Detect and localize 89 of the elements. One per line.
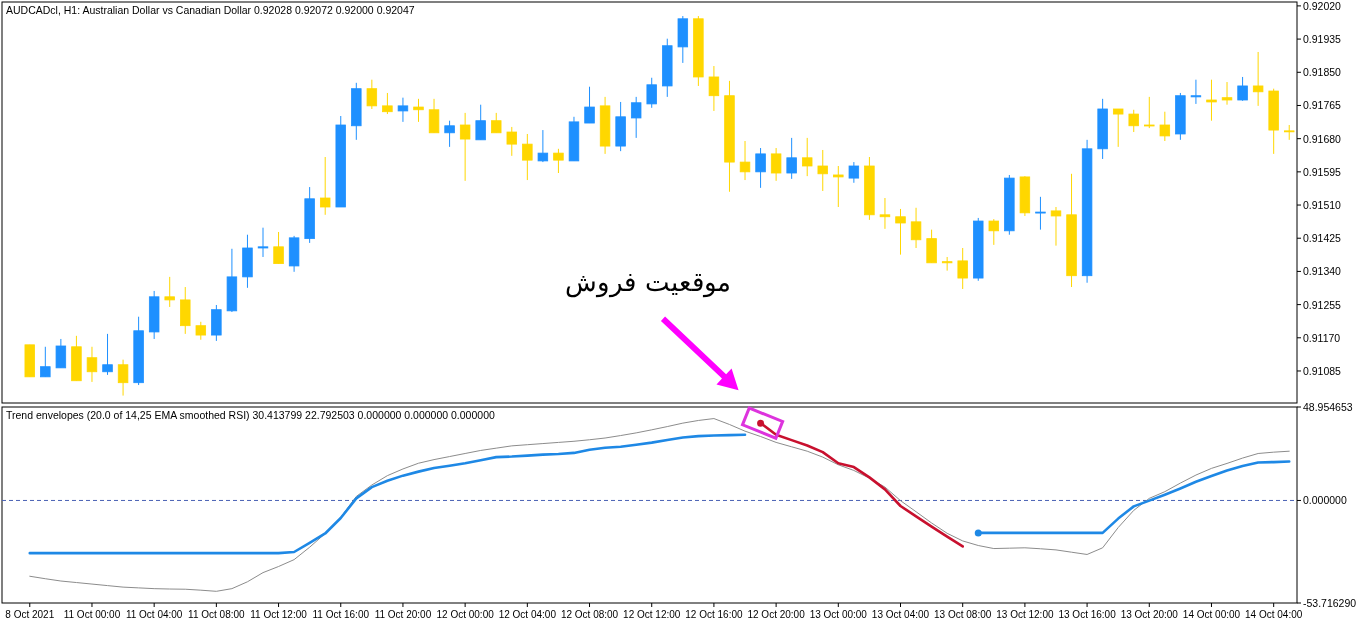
y-tick-label: 0.91935	[1303, 33, 1342, 46]
candlestick	[1128, 109, 1139, 133]
y-tick-label: 0.91425	[1303, 232, 1342, 245]
y-tick-label: 48.954653	[1303, 401, 1353, 413]
candlestick	[770, 147, 782, 182]
candlestick	[739, 140, 751, 181]
candlestick	[366, 79, 378, 110]
x-tick-label: 14 Oct 00:00	[1182, 609, 1241, 620]
candlestick	[257, 227, 269, 258]
y-tick-label: 0.91850	[1303, 66, 1342, 79]
x-tick-label: 13 Oct 20:00	[1120, 609, 1179, 620]
candlestick	[444, 120, 455, 148]
x-tick-label: 11 Oct 00:00	[63, 609, 121, 620]
x-tick-label: 13 Oct 08:00	[934, 609, 992, 620]
candlestick	[273, 231, 284, 265]
y-tick-label: 0.91170	[1303, 331, 1341, 344]
candlestick	[848, 161, 860, 184]
candlestick	[102, 333, 113, 376]
candlestick	[630, 96, 642, 139]
candlestick	[755, 147, 766, 189]
candlestick	[40, 346, 51, 378]
x-tick-label: 12 Oct 00:00	[436, 609, 495, 620]
candlestick	[1190, 79, 1202, 105]
x-tick-label: 11 Oct 08:00	[188, 609, 246, 620]
candlestick	[1252, 51, 1264, 107]
candlestick	[491, 112, 502, 134]
candlestick	[428, 98, 440, 134]
y-tick-label: 0.91085	[1303, 364, 1342, 377]
candlestick	[537, 129, 549, 163]
candlestick	[801, 137, 813, 177]
candlestick	[1237, 76, 1248, 102]
x-tick-label: 12 Oct 16:00	[685, 609, 743, 620]
y-tick-label: 0.91340	[1303, 265, 1342, 278]
annotation: موقعیت فروش	[565, 266, 731, 298]
y-tick-label: 0.91255	[1303, 298, 1342, 311]
candlestick	[879, 197, 891, 230]
candlestick	[910, 207, 922, 249]
candlestick	[833, 165, 844, 208]
candlestick	[895, 208, 906, 256]
candlestick	[988, 218, 1000, 246]
candlestick	[522, 133, 533, 181]
candlestick	[86, 346, 98, 383]
candlestick	[55, 338, 67, 369]
candlestick	[506, 126, 518, 157]
candlestick	[382, 92, 393, 115]
candlestick	[413, 98, 424, 123]
y-tick-label: 0.91680	[1303, 132, 1342, 145]
x-tick-label: 12 Oct 20:00	[747, 609, 806, 620]
y-tick-label: 0.000000	[1303, 494, 1347, 507]
y-tick-label: 0.91765	[1303, 99, 1342, 112]
candlestick	[553, 148, 564, 174]
x-tick-label: 8 Oct 2021	[5, 609, 55, 620]
candlestick	[475, 104, 486, 141]
candlestick	[1035, 196, 1046, 231]
x-tick-label: 13 Oct 16:00	[1058, 609, 1117, 620]
chart-title: Trend envelopes (20.0 of 14,25 EMA smoothed RSI) 30.413799 22.792503 0.000000 0.000000 0.000000	[6, 409, 495, 421]
x-tick-label: 12 Oct 12:00	[623, 609, 681, 620]
candlestick	[1144, 96, 1155, 129]
candlestick	[957, 247, 968, 290]
x-tick-label: 12 Oct 08:00	[560, 609, 619, 620]
y-tick-label: 0.91595	[1303, 165, 1342, 178]
x-tick-label: 11 Oct 04:00	[125, 609, 183, 620]
y-tick-label: 0.92020	[1303, 0, 1342, 12]
x-tick-label: 13 Oct 12:00	[996, 609, 1054, 620]
candlestick	[1050, 206, 1062, 247]
x-tick-label: 11 Oct 20:00	[374, 609, 432, 620]
candlestick	[708, 65, 720, 112]
candlestick	[459, 112, 471, 182]
candlestick	[1206, 79, 1217, 122]
candlestick	[646, 77, 657, 109]
candlestick	[817, 149, 828, 192]
candlestick	[1159, 111, 1171, 142]
candlestick	[117, 359, 129, 397]
candlestick	[397, 97, 409, 123]
x-tick-label: 12 Oct 04:00	[498, 609, 557, 620]
candlestick	[319, 156, 331, 216]
x-tick-label: 11 Oct 16:00	[312, 609, 370, 620]
x-tick-label: 13 Oct 04:00	[871, 609, 930, 620]
x-tick-label: 11 Oct 12:00	[250, 609, 308, 620]
candlestick	[584, 86, 595, 124]
candlestick	[1221, 81, 1233, 106]
candlestick	[1112, 108, 1124, 148]
candlestick	[164, 276, 175, 308]
x-tick-label: 14 Oct 04:00	[1245, 609, 1303, 620]
chart-title: AUDCADcl, H1: Australian Dollar vs Canadian Dollar 0.92028 0.92072 0.92000 0.92047	[6, 4, 415, 16]
x-tick-label: 13 Oct 00:00	[809, 609, 868, 620]
candlestick	[786, 137, 797, 180]
y-tick-label: -53.716290	[1303, 597, 1357, 609]
y-tick-label: 0.91510	[1303, 199, 1342, 212]
